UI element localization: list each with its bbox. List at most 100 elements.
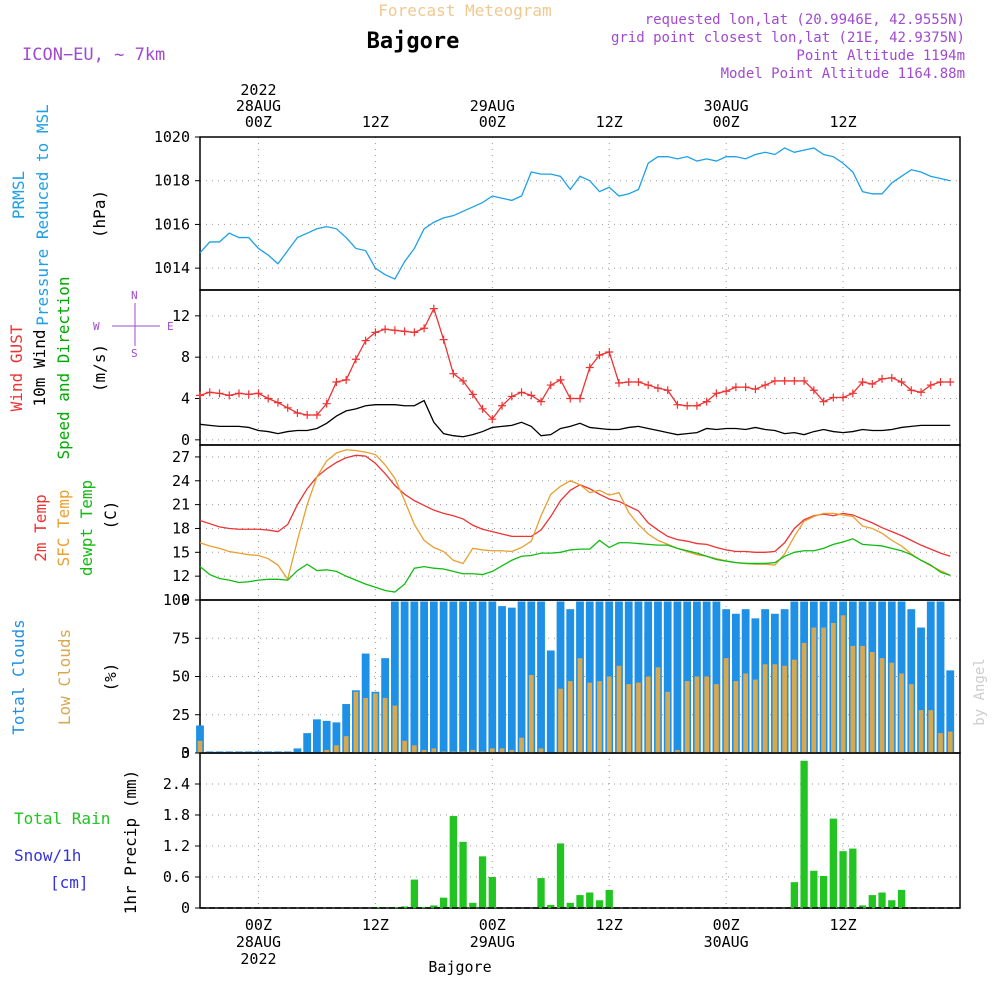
speed-dir-label: Speed and Direction [54, 276, 73, 459]
low-cloud-bar [558, 688, 563, 753]
gust-marker [897, 377, 906, 386]
ytick-label: 18 [172, 519, 190, 537]
total-cloud-bar [303, 733, 312, 753]
location-title: Bajgore [367, 29, 460, 54]
gust-marker [712, 389, 721, 398]
ytick-label: 27 [172, 448, 190, 466]
gust-marker [848, 389, 857, 398]
gust-marker [624, 377, 633, 386]
total-cloud-bar [390, 601, 399, 753]
panel-frame [199, 136, 961, 291]
rain-bar [888, 900, 896, 908]
total-cloud-bar [205, 751, 214, 753]
total-cloud-bar [595, 601, 604, 753]
time-label-bottom: 12Z [830, 916, 857, 934]
total-cloud-bar [673, 601, 682, 753]
low-cloud-bar [567, 681, 573, 753]
total-cloud-bar [624, 601, 633, 753]
gust-marker [420, 324, 429, 333]
total-cloud-bar [235, 751, 243, 753]
time-label-bottom: 30AUG [704, 933, 749, 951]
low-cloud-bar [694, 676, 700, 753]
rain-bar [829, 818, 837, 908]
total-cloud-bar [498, 606, 506, 753]
time-label-top: 00Z [479, 113, 506, 131]
time-label-bottom: 2022 [240, 950, 276, 968]
low-cloud-bar [412, 745, 417, 753]
gust-marker [507, 392, 516, 401]
time-label-top: 00Z [245, 113, 272, 131]
total-cloud-bar [507, 607, 516, 753]
ytick-label: 8 [181, 348, 190, 366]
total-cloud-bar [449, 601, 458, 753]
low-cloud-bar [509, 749, 515, 753]
gust-marker [595, 351, 604, 360]
rain-bar [800, 760, 808, 908]
gust-marker [537, 397, 546, 406]
rain-bar [878, 892, 886, 908]
low-cloud-bar [480, 751, 485, 753]
gust-marker [839, 393, 848, 402]
low-cloud-bar [421, 749, 427, 753]
gust-marker [371, 328, 380, 337]
gust-marker [858, 377, 867, 386]
gust-marker [468, 390, 477, 399]
wind-unit: (m/s) [90, 344, 109, 392]
ytick-label: 4 [181, 390, 190, 408]
low-cloud-bar [353, 691, 359, 753]
low-cloud-bar [324, 749, 330, 753]
low-cloud-bar [860, 645, 865, 753]
total-cloud-bar [907, 609, 916, 753]
compass-n: N [131, 289, 138, 302]
total-cloud-bar [332, 722, 341, 753]
rain-bar [566, 902, 574, 908]
pressure-unit: (hPa) [90, 190, 109, 238]
low-cloud-bar [947, 731, 953, 753]
gust-marker [234, 389, 243, 398]
gust-marker [809, 386, 818, 395]
gust-marker [614, 379, 623, 387]
low-cloud-bar [908, 684, 914, 753]
ytick-label: 1.8 [163, 806, 190, 824]
total-cloud-bar [634, 601, 643, 753]
rain-bar [410, 879, 419, 908]
time-label-bottom: 12Z [362, 916, 389, 934]
low-cloud-bar [723, 658, 729, 753]
total-cloud-bar [400, 601, 409, 753]
low-cloud-bar [733, 681, 739, 753]
gust-marker [790, 376, 799, 385]
low-cloud-bar [704, 676, 710, 753]
total-cloud-bar [244, 751, 253, 753]
gust-marker [829, 393, 838, 402]
total-cloud-bar [459, 601, 467, 753]
low-cloud-bar [499, 748, 505, 753]
total-cloud-bar [566, 609, 575, 753]
low-cloud-bar [382, 697, 388, 753]
panel-4: 0 0.6 1.2 1.8 2.4 3 [163, 744, 961, 917]
gust-marker [312, 411, 321, 420]
precip-axis-label: 1hr Precip (mm) [121, 770, 140, 915]
low-cloud-bar [645, 676, 651, 753]
snow-unit: [cm] [50, 873, 89, 892]
low-cloud-bar [636, 682, 641, 753]
total-cloud-bar [196, 725, 204, 753]
total-cloud-bar [313, 719, 321, 753]
time-label-top: 30AUG [704, 97, 749, 115]
total-cloud-bar [410, 601, 419, 753]
rain-bar [459, 841, 467, 908]
dewpt-label: dewpt Temp [77, 480, 96, 576]
ytick-label: 21 [172, 496, 190, 514]
total-cloud-bar [946, 670, 955, 753]
low-cloud-bar [343, 736, 349, 753]
total-cloud-bar [917, 627, 925, 753]
gust-marker [731, 383, 740, 392]
gust-marker [683, 401, 692, 410]
rain-bar [790, 882, 799, 908]
ytick-label: 100 [163, 591, 190, 609]
gust-marker [400, 327, 409, 336]
compass-legend: N S W E [93, 289, 174, 360]
ytick-label: 0 [181, 744, 190, 762]
rain-bar [556, 843, 565, 908]
gust-marker [381, 325, 390, 334]
